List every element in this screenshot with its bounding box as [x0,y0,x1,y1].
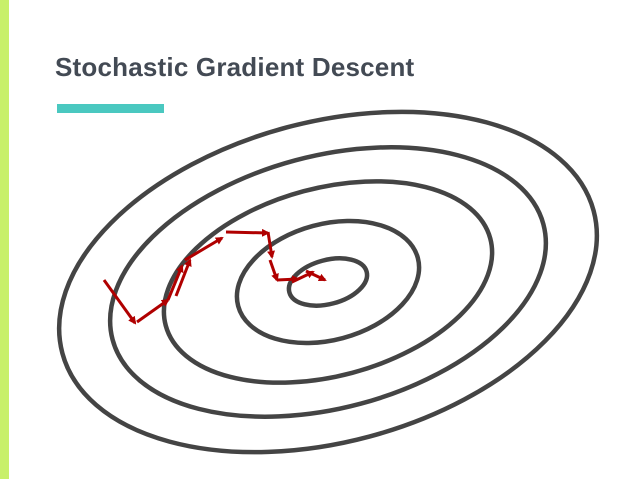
descent-step-2 [136,298,170,324]
descent-step-5 [184,236,224,262]
accent-side-bar [0,0,9,479]
descent-step-6 [225,228,270,237]
slide-title: Stochastic Gradient Descent [55,52,415,82]
contour-ring-1 [56,109,600,455]
descent-step-8 [268,259,279,282]
descent-step-3 [166,264,184,301]
descent-step-11 [305,269,327,282]
descent-step-4 [174,258,192,297]
contour-ring-5 [286,256,370,308]
contour-ring-2 [107,145,549,419]
title-underline [57,104,164,113]
contour-ring-4 [234,218,422,346]
descent-path [102,228,327,325]
contour-ring-3 [161,179,495,385]
descent-step-1 [102,279,137,325]
descent-step-7 [266,231,276,259]
contour-lines [56,109,600,455]
